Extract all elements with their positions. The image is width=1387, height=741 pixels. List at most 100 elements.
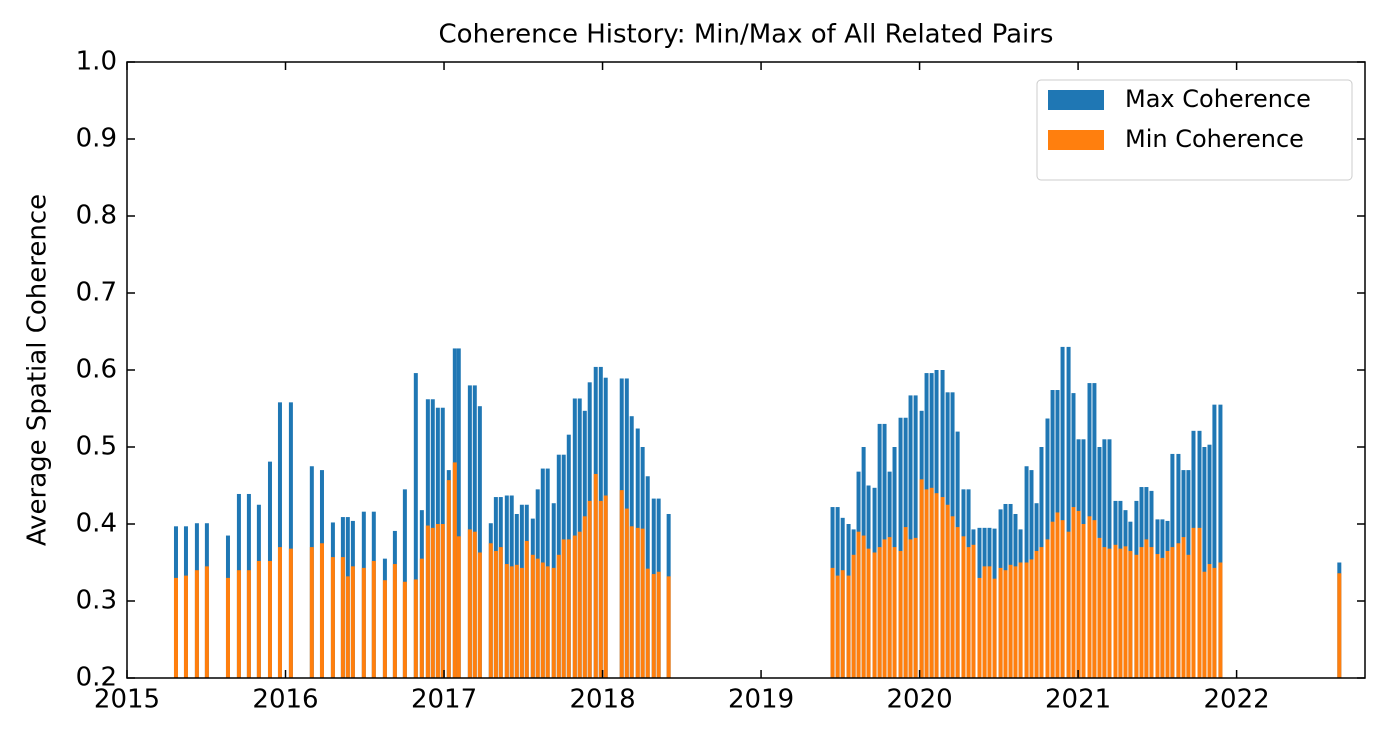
bar [1018, 562, 1023, 678]
bar [582, 516, 587, 678]
y-tick-label: 0.5 [76, 432, 117, 462]
bar [194, 570, 199, 678]
bar [1176, 543, 1181, 678]
bar [1186, 554, 1191, 678]
bar [413, 373, 418, 678]
legend-swatch [1048, 130, 1104, 150]
bar [840, 570, 845, 678]
bar [1003, 570, 1008, 678]
bar [330, 557, 335, 678]
bar [908, 395, 913, 678]
bar [645, 568, 650, 678]
bar [593, 473, 598, 678]
bar [1102, 547, 1107, 678]
bar [656, 571, 661, 678]
bar [1337, 573, 1342, 678]
x-tick-label: 2018 [569, 685, 635, 715]
bar [371, 560, 376, 678]
bar [1024, 562, 1029, 678]
bar [1218, 404, 1223, 678]
bar [908, 539, 913, 678]
bar [452, 462, 457, 678]
bar [877, 547, 882, 678]
bar [851, 554, 856, 678]
bar [971, 544, 976, 678]
bar [966, 547, 971, 678]
bar [624, 508, 629, 678]
bar [861, 535, 866, 678]
bar [540, 562, 545, 678]
bar [430, 527, 435, 678]
bar [435, 524, 440, 678]
y-tick-label: 0.6 [76, 355, 117, 385]
bar [345, 576, 350, 678]
bar [992, 578, 997, 678]
bar [1139, 547, 1144, 678]
bar [504, 564, 509, 678]
bar [1160, 557, 1165, 678]
bar [498, 547, 503, 678]
bar [835, 575, 840, 678]
bar [467, 529, 472, 678]
y-tick-label: 0.8 [76, 201, 117, 231]
x-tick-label: 2021 [1045, 685, 1111, 715]
bar [225, 577, 230, 678]
bar [1029, 559, 1034, 678]
bar [666, 576, 671, 678]
bar [919, 479, 924, 678]
bar [1039, 547, 1044, 678]
y-tick-label: 0.3 [76, 586, 117, 616]
bar [1197, 527, 1202, 678]
bar [1212, 404, 1217, 678]
bar [887, 537, 892, 678]
bar [530, 554, 535, 678]
bar [629, 526, 634, 678]
y-tick-label: 0.7 [76, 278, 117, 308]
bar [1202, 447, 1207, 678]
bar [882, 539, 887, 678]
bar [1034, 550, 1039, 678]
bar [440, 524, 445, 678]
bar [903, 527, 908, 678]
bar [472, 531, 477, 678]
bar [1045, 539, 1050, 678]
legend-label: Min Coherence [1125, 125, 1304, 153]
bar [1066, 346, 1071, 678]
bar [288, 548, 293, 678]
bar [955, 527, 960, 678]
bar [267, 560, 272, 678]
bar [425, 525, 430, 678]
bar [561, 539, 566, 678]
bar [1144, 539, 1149, 678]
bar [1097, 537, 1102, 678]
bar [392, 564, 397, 678]
bar [1149, 547, 1154, 678]
bar [319, 543, 324, 678]
bar [545, 566, 550, 678]
y-tick-label: 0.9 [76, 124, 117, 154]
bar [1207, 444, 1212, 678]
bar [236, 570, 241, 678]
bar [456, 536, 461, 678]
bar [898, 417, 903, 678]
bar [1181, 537, 1186, 678]
x-tick-label: 2017 [411, 685, 477, 715]
bar [246, 570, 251, 678]
bar [204, 566, 209, 678]
bar [340, 557, 345, 678]
bar [640, 528, 645, 678]
bar [1050, 521, 1055, 678]
legend-label: Max Coherence [1125, 85, 1311, 113]
bar [1071, 507, 1076, 678]
bar [514, 564, 519, 678]
bar [1123, 546, 1128, 678]
bar [1134, 554, 1139, 678]
bar [934, 493, 939, 678]
y-tick-label: 0.2 [76, 663, 117, 693]
legend-box [1036, 79, 1353, 181]
bar [635, 527, 640, 678]
bar [277, 402, 282, 678]
bar [419, 558, 424, 678]
bar [945, 504, 950, 678]
y-tick-label: 1.0 [76, 47, 117, 77]
